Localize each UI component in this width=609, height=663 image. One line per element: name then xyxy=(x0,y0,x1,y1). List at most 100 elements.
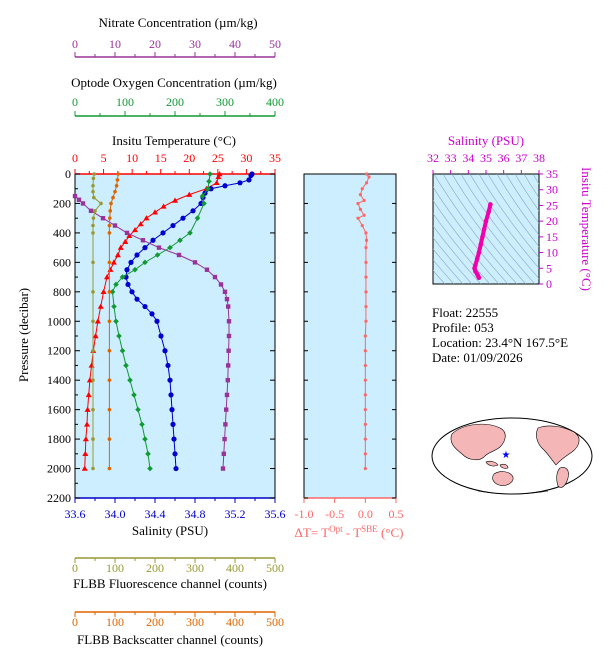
ts-density-contour xyxy=(442,174,527,284)
backscatter-point xyxy=(108,209,112,213)
oxygen-point xyxy=(139,421,145,428)
ts-temperature-tick-label: 15 xyxy=(546,230,558,244)
backscatter-tick-label: 300 xyxy=(186,615,204,629)
pressure-tick-label: 1800 xyxy=(47,432,71,446)
delta-t-point xyxy=(363,452,367,456)
oxygen-point xyxy=(123,362,129,369)
temperature-tick-label: 30 xyxy=(240,151,252,165)
pressure-tick-label: 1200 xyxy=(47,344,71,358)
temperature-point xyxy=(81,465,88,471)
backscatter-point xyxy=(115,178,120,182)
delta-t-point xyxy=(360,223,364,228)
salinity-point xyxy=(142,245,148,251)
delta-t-point xyxy=(364,172,369,176)
ts-density-contour xyxy=(532,174,539,185)
fluorescence-point xyxy=(91,189,95,194)
pressure-tick-label: 0 xyxy=(65,167,71,181)
nitrate-point xyxy=(225,377,230,383)
nitrate-point xyxy=(176,252,182,258)
salinity-point xyxy=(169,407,175,413)
temperature-tick-label: 35 xyxy=(269,151,281,165)
nitrate-point xyxy=(124,230,130,236)
fluorescence-tick-label: 0 xyxy=(72,561,78,575)
delta-t-point xyxy=(358,193,363,197)
temperature-point xyxy=(92,333,99,339)
salinity-tick-label: 34.4 xyxy=(145,507,166,521)
delta-t-point xyxy=(360,187,364,191)
fluorescence-axis-title: FLBB Fluorescence channel (counts) xyxy=(73,576,267,591)
backscatter-point xyxy=(107,319,112,324)
backscatter-point xyxy=(107,290,112,294)
ts-density-contour xyxy=(433,200,500,284)
temperature-point xyxy=(137,221,144,227)
salinity-point xyxy=(149,311,155,317)
fluorescence-tick-label: 400 xyxy=(226,561,244,575)
salinity-point xyxy=(167,377,173,383)
ts-salinity-tick-label: 34 xyxy=(462,151,474,165)
backscatter-tick-label: 200 xyxy=(146,615,164,629)
delta-t-point xyxy=(364,231,368,235)
map-south-america-continent xyxy=(556,467,569,488)
fluorescence-point xyxy=(99,201,103,206)
delta-t-point xyxy=(364,238,369,242)
oxygen-point xyxy=(142,436,148,442)
delta-t-point xyxy=(363,334,367,338)
temperature-point xyxy=(104,274,110,280)
salinity-point xyxy=(142,303,148,310)
pressure-tick-label: 2200 xyxy=(47,491,71,505)
backscatter-point xyxy=(107,223,112,228)
pressure-tick-label: 1400 xyxy=(47,373,71,387)
salinity-point xyxy=(134,252,140,258)
oxygen-point xyxy=(145,451,151,457)
map-australia-continent xyxy=(492,471,514,486)
oxygen-point xyxy=(207,171,213,177)
ts-density-contour xyxy=(514,174,539,212)
salinity-tick-label: 34.8 xyxy=(185,507,206,521)
profile-number-text: Profile: 053 xyxy=(432,320,494,335)
delta-t-point xyxy=(363,378,367,382)
salinity-point xyxy=(172,451,178,457)
salinity-tick-label: 35.6 xyxy=(265,507,286,521)
nitrate-point xyxy=(88,208,94,214)
ts-temperature-tick-label: 20 xyxy=(546,214,558,228)
temperature-tick-label: 5 xyxy=(101,151,107,165)
fluorescence-point xyxy=(91,290,95,294)
nitrate-tick-label: 40 xyxy=(229,37,241,51)
nitrate-line xyxy=(74,195,230,469)
nitrate-point xyxy=(226,333,232,339)
nitrate-point xyxy=(222,289,228,295)
temperature-point xyxy=(84,421,90,427)
oxygen-point xyxy=(194,215,201,221)
ts-temperature-tick-label: 35 xyxy=(546,167,558,181)
salinity-point xyxy=(124,267,130,273)
temperature-point xyxy=(122,238,129,244)
salinity-point xyxy=(171,436,177,442)
ts-point xyxy=(481,226,487,232)
delta-t-point xyxy=(362,213,366,217)
salinity-point xyxy=(168,392,174,398)
fluorescence-point xyxy=(91,466,95,471)
nitrate-tick-label: 30 xyxy=(189,37,201,51)
temperature-point xyxy=(215,173,222,180)
salinity-point xyxy=(128,259,134,265)
fluorescence-point xyxy=(91,407,95,412)
ts-density-contour xyxy=(433,186,509,284)
nitrate-point xyxy=(226,304,231,309)
nitrate-point xyxy=(204,267,210,272)
float-location-marker-icon: ★ xyxy=(502,450,511,461)
oxygen-point xyxy=(199,193,206,199)
temperature-point xyxy=(117,244,124,250)
delta-t-point xyxy=(367,175,371,179)
delta-t-tick-label: 0.5 xyxy=(389,507,404,521)
nitrate-point xyxy=(112,223,118,228)
nitrate-tick-label: 50 xyxy=(269,37,281,51)
temperature-point xyxy=(143,215,150,221)
ts-point xyxy=(476,275,482,281)
pressure-tick-label: 800 xyxy=(53,285,71,299)
backscatter-axis-title: FLBB Backscatter channel (counts) xyxy=(77,632,263,647)
salinity-point xyxy=(173,465,179,472)
salinity-point xyxy=(154,318,160,324)
salinity-point xyxy=(160,230,166,236)
fluorescence-point xyxy=(91,348,95,353)
